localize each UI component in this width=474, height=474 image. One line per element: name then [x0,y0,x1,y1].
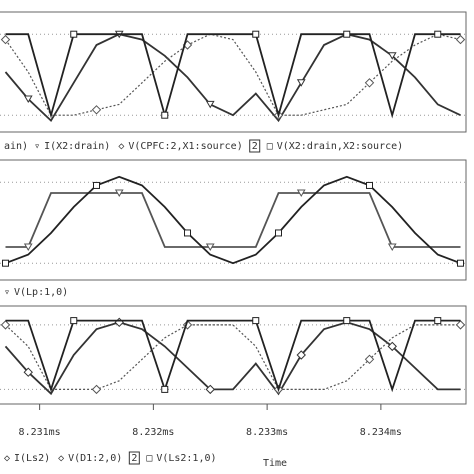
marker [0,34,11,45]
axis-marker: 2 [252,141,258,152]
marker [161,385,169,393]
axis-marker-box [128,451,140,465]
x-tick-label: 8.231ms [19,427,61,438]
legend-entry: V(CPFC:2,X1:source) [128,141,242,152]
marker [275,229,282,237]
legend-symbol: ▿ [4,287,10,298]
marker [23,95,33,103]
marker [434,30,442,38]
marker [252,317,260,325]
axis-marker-box [249,139,261,153]
legend-entry: V(X2:drain,X2:source) [277,141,403,152]
marker [457,259,464,267]
marker [364,78,375,88]
marker [387,243,397,251]
series-line [5,175,461,265]
series-line [5,33,461,119]
legend-entry: V(Ls2:1,0) [156,453,216,464]
marker [91,384,102,395]
marker [252,30,260,38]
x-tick-label: 8.233ms [246,427,288,438]
marker [366,181,373,189]
x-tick-label: 8.232ms [132,427,174,438]
panel-frame [0,159,467,281]
series-line [5,319,461,393]
legend-entry: I(X2:drain) [44,141,110,152]
legend-symbol: ◇ [118,141,124,152]
marker [387,52,397,60]
legend-symbol: □ [267,141,273,152]
marker [434,317,442,325]
marker [70,317,78,325]
panel-frame [0,305,467,405]
legend-symbol: ◇ [58,453,64,464]
marker [343,317,351,325]
x-tick-label: 8.234ms [360,427,402,438]
series-line [5,192,461,248]
series-line [5,324,461,390]
marker [161,111,169,119]
series-line [5,33,461,116]
marker [205,243,215,251]
legend-prefix: ain) [4,141,28,152]
panel-frame [0,11,467,133]
marker [296,350,306,360]
marker [93,181,100,189]
series-line [4,33,461,123]
legend-symbol: ◇ [4,453,10,464]
marker [2,259,9,267]
marker [205,384,215,395]
marker [91,105,102,115]
marker [455,34,466,45]
legend-entry: V(D1:2,0) [68,453,122,464]
marker [364,354,375,365]
marker [296,79,306,87]
marker [296,189,306,197]
marker [387,341,397,352]
legend-symbol: □ [146,453,152,464]
legend-entry: I(Ls2) [14,453,50,464]
x-axis-label: Time [263,458,287,469]
marker [455,320,466,330]
marker [70,30,78,38]
marker [0,320,11,330]
marker [343,30,351,38]
marker [205,100,215,109]
series-line [4,321,461,396]
marker [114,189,124,197]
marker [23,367,33,377]
axis-marker: 2 [131,453,137,464]
legend-symbol: ▿ [34,141,40,152]
marker [23,243,33,251]
marker [184,229,191,237]
legend-entry: V(Lp:1,0) [14,287,68,298]
